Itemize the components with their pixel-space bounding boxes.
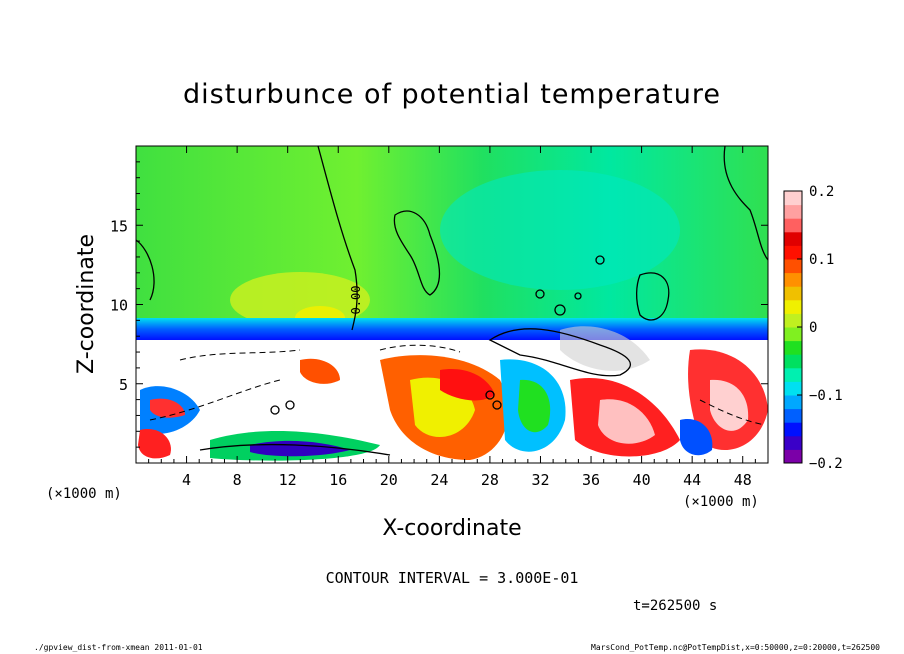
colorbar-swatch [784,422,802,437]
colorbar-swatch [784,259,802,274]
contour-ring-4 [574,292,582,300]
y-tick-label: 5 [119,376,128,394]
colorbar-tick-label: 0.2 [809,184,834,200]
colorbar-swatch [784,354,802,369]
x-tick-label: 44 [683,471,701,489]
x-tick-label: 16 [329,471,347,489]
turbulence-blob-14 [680,419,713,456]
x-tick-label: 28 [481,471,499,489]
colorbar [784,191,802,464]
contour-ring-2 [554,304,566,316]
x-axis: 4 8 12 16 20 24 28 32 36 40 44 48 [148,146,756,489]
colorbar-swatch [784,191,802,206]
turbulence-blob-13 [710,379,749,431]
contour-ring-6 [492,400,502,410]
colorbar-swatch [784,449,802,464]
cool-patch [440,170,680,290]
x-tick-label: 48 [734,471,752,489]
contour-line-4 [635,272,670,321]
contour-line-11 [199,443,391,456]
x-unit-right: (×1000 m) [683,494,759,510]
colorbar-tick-label: 0 [809,320,817,336]
colorbar-swatch [784,395,802,410]
contour-line-10 [699,399,766,426]
turbulence-blob-17 [560,326,650,371]
colorbar-swatch [784,381,802,396]
colorbar-swatch [784,272,802,287]
contour-line-7 [179,349,301,361]
turbulence-blob-16 [138,429,171,459]
plot-area: 0.00 [136,146,768,463]
x-tick-label: 36 [582,471,600,489]
footer-left: ./gpview_dist-from-xmean 2011-01-01 [34,643,203,652]
contour-ring-1 [535,289,545,299]
stable-band [136,318,768,340]
colorbar-ticks: 0.2 0.1 0 −0.1 −0.2 [797,184,843,472]
contour-ring-7 [270,405,280,415]
x-tick-label: 4 [182,471,191,489]
colorbar-swatch [784,367,802,382]
x-tick-label: 24 [430,471,448,489]
turbulence-blob-2 [150,398,185,418]
colorbar-swatch [784,245,802,260]
chart-title: disturbunce of potential temperature [183,79,721,110]
colorbar-swatch [784,340,802,355]
colorbar-swatch [784,299,802,314]
y-tick-label: 10 [110,297,128,315]
x-tick-label: 12 [279,471,297,489]
x-tick-label: 32 [531,471,549,489]
y-axis-label: Z-coordinate [74,234,99,374]
colorbar-tick-label: −0.1 [809,388,843,404]
turbulence-blob-9 [518,379,551,433]
colorbar-swatch [784,231,802,246]
contour-ring-3 [595,255,605,265]
contour-line-9 [379,344,461,353]
colorbar-swatch [784,435,802,450]
contour-label: 0.00 [349,286,363,315]
x-tick-label: 40 [633,471,651,489]
colorbar-swatch [784,408,802,423]
turbulence-blob-15 [300,358,340,384]
contour-ring-8 [285,400,295,410]
time-label: t=262500 s [633,598,717,614]
colorbar-swatch [784,204,802,219]
y-tick-label: 15 [110,217,128,235]
contour-line-1 [317,146,358,331]
x-tick-label: 8 [233,471,242,489]
colorbar-tick-label: −0.2 [809,456,843,472]
footer-right: MarsCond_PotTemp.nc@PotTempDist,x=0:5000… [591,643,880,652]
colorbar-swatch [784,313,802,328]
x-unit-left: (×1000 m) [46,486,122,502]
x-tick-label: 20 [380,471,398,489]
contour-line-5 [723,146,768,261]
colorbar-swatch [784,218,802,233]
colorbar-tick-label: 0.1 [809,252,834,268]
colorbar-swatch [784,327,802,342]
x-axis-label: X-coordinate [382,516,521,541]
turbulence-blob-7 [440,369,495,401]
colorbar-swatch [784,286,802,301]
contour-line-3 [393,210,441,296]
y-axis: 5 10 15 [110,161,768,448]
contour-line-2 [136,239,155,301]
turbulence-blob-11 [598,399,655,444]
contour-ring-5 [485,390,495,400]
contour-interval: CONTOUR INTERVAL = 3.000E-01 [326,569,579,587]
contour-line-6 [488,328,632,377]
contour-line-8 [149,379,281,421]
